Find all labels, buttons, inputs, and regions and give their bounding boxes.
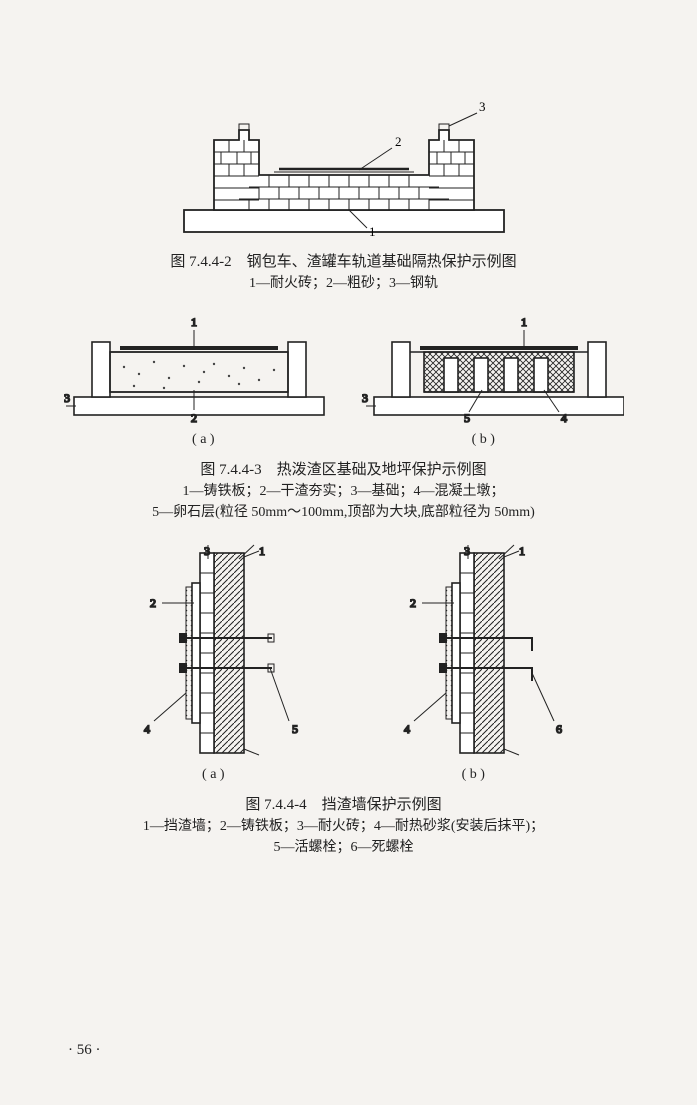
fig3a-label-4: 4	[144, 722, 150, 736]
figure-3-svg: 3 1 2 4 5	[84, 543, 604, 763]
fig2-sub-a: ( a )	[192, 432, 215, 448]
fig3b-label-6: 6	[556, 722, 562, 736]
fig1-label-1: 1	[369, 224, 376, 239]
figure-2-svg: 1 2 3	[64, 312, 624, 432]
fig2a-label-2: 2	[191, 411, 197, 425]
fig2a-label-1: 1	[191, 315, 197, 329]
fig3b-label-2: 2	[410, 596, 416, 610]
figure-2-legend2: 5—卵石层(粒径 50mm～100mm,顶部为大块,底部粒径为 50mm)	[60, 502, 627, 523]
figure-3-legend1: 1—挡渣墙；2—铸铁板；3—耐火砖；4—耐热砂浆(安装后抹平)；	[60, 816, 627, 837]
fig3b-label-4: 4	[404, 722, 410, 736]
figure-3-wrap: 3 1 2 4 5	[60, 543, 627, 783]
figure-2-caption: 图 7.4.4-3 热泼渣区基础及地坪保护示例图	[60, 458, 627, 479]
fig2b-label-5: 5	[464, 411, 470, 425]
fig2b-label-4: 4	[561, 411, 567, 425]
fig3b-label-3: 3	[464, 544, 470, 558]
fig1-label-2: 2	[395, 134, 402, 149]
figure-3-legend2: 5—活螺栓；6—死螺栓	[60, 837, 627, 858]
page: 3 2 1 图 7.4.4-2 钢包车、渣罐车轨道基础隔热保护示例图 1—耐火砖…	[0, 0, 697, 1105]
fig2b-label-3: 3	[362, 391, 368, 405]
figure-2-wrap: 1 2 3	[60, 312, 627, 448]
figure-1-svg: 3 2 1	[179, 80, 509, 240]
figure-1-caption: 图 7.4.4-2 钢包车、渣罐车轨道基础隔热保护示例图	[60, 250, 627, 271]
fig2a-label-3: 3	[64, 391, 70, 405]
figure-3-caption: 图 7.4.4-4 挡渣墙保护示例图	[60, 793, 627, 814]
fig3-sub-b: ( b )	[462, 767, 485, 783]
fig3a-label-3: 3	[204, 544, 210, 558]
figure-1-wrap: 3 2 1	[60, 80, 627, 240]
fig2b-label-1: 1	[521, 315, 527, 329]
fig3a-label-1: 1	[259, 544, 265, 558]
fig3a-label-2: 2	[150, 596, 156, 610]
fig3-sub-a: ( a )	[202, 767, 225, 783]
fig2-sub-b: ( b )	[472, 432, 495, 448]
fig3a-label-5: 5	[292, 722, 298, 736]
fig1-label-3: 3	[479, 99, 486, 114]
fig3b-label-1: 1	[519, 544, 525, 558]
figure-2-legend1: 1—铸铁板；2—干渣夯实；3—基础；4—混凝土墩；	[60, 481, 627, 502]
figure-1-legend: 1—耐火砖；2—粗砂；3—钢轨	[60, 273, 627, 294]
page-number: · 56 ·	[68, 1042, 101, 1059]
